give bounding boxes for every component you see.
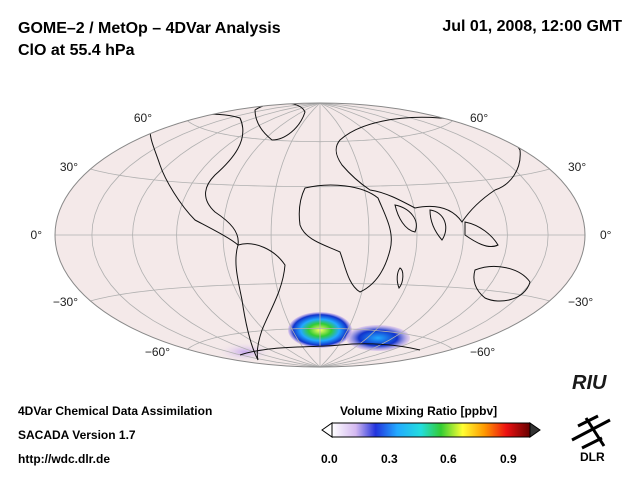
lat-label-right-0: 0° xyxy=(600,228,612,242)
graticule-meridian xyxy=(176,103,321,367)
dlr-emblem-icon xyxy=(571,414,611,450)
lat-label-left-m60: −60° xyxy=(145,345,170,359)
colorbar-title: Volume Mixing Ratio [ppbv] xyxy=(340,404,498,418)
riu-logo: RIU xyxy=(572,372,607,394)
graticule-meridian xyxy=(132,103,321,367)
map-title: GOME–2 / MetOp – 4DVar Analysis ClO at 5… xyxy=(18,18,281,62)
clo-secondary-region xyxy=(346,325,410,351)
lat-label-right-m30: −30° xyxy=(568,295,593,309)
lat-label-left-30: 30° xyxy=(60,160,78,174)
graticule-meridian xyxy=(319,103,549,367)
colorbar xyxy=(321,422,541,438)
map-date: Jul 01, 2008, 12:00 GMT xyxy=(442,18,622,35)
colorbar-high-arrow xyxy=(529,422,541,438)
footer-line-1: 4DVar Chemical Data Assimilation xyxy=(18,404,213,418)
colorbar-tick-0: 0.0 xyxy=(321,452,338,466)
clo-field-faint xyxy=(217,342,273,362)
title-line-1: GOME–2 / MetOp – 4DVar Analysis xyxy=(18,20,281,37)
lat-label-left-0: 0° xyxy=(31,228,43,242)
graticule-meridian xyxy=(270,103,321,367)
lat-label-left-60: 60° xyxy=(134,111,152,125)
lat-label-left-m30: −30° xyxy=(53,295,78,309)
dlr-logo-text: DLR xyxy=(580,450,605,464)
graticule-meridian xyxy=(319,103,508,367)
colorbar-tick-2: 0.6 xyxy=(440,452,457,466)
footer-line-3: http://wdc.dlr.de xyxy=(18,452,110,466)
graticule-meridian xyxy=(91,103,321,367)
colorbar-low-arrow xyxy=(321,422,333,438)
graticule-meridian xyxy=(319,103,370,367)
colorbar-tick-1: 0.3 xyxy=(381,452,398,466)
colorbar-tick-3: 0.9 xyxy=(500,452,517,466)
lat-label-right-30: 30° xyxy=(568,160,586,174)
footer-line-2: SACADA Version 1.7 xyxy=(18,428,136,442)
map-outline xyxy=(54,102,586,368)
title-line-2: ClO at 55.4 hPa xyxy=(18,42,135,59)
lat-label-right-60: 60° xyxy=(470,111,488,125)
colorbar-gradient xyxy=(331,422,531,438)
lat-label-right-m60: −60° xyxy=(470,345,495,359)
graticule-meridian xyxy=(319,103,464,367)
graticule-meridian xyxy=(319,103,418,367)
